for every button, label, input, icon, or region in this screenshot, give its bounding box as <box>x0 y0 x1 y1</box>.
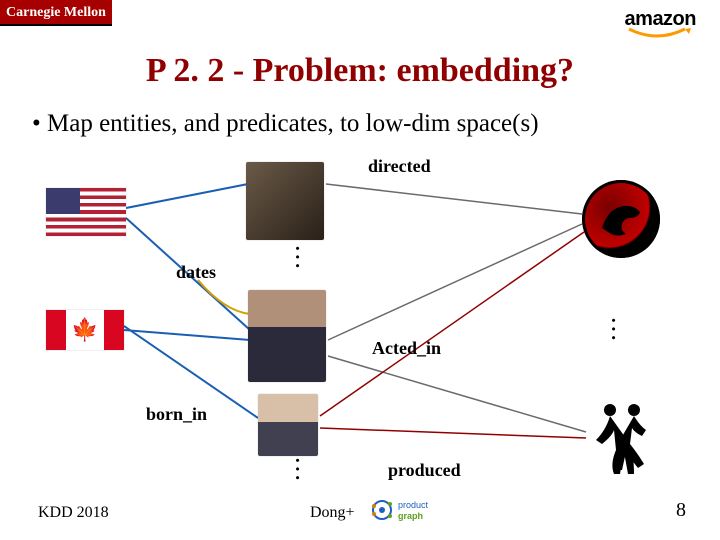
amazon-wordmark: amazon <box>625 8 696 31</box>
label-dates: dates <box>176 262 216 283</box>
entity-us-flag <box>46 188 126 236</box>
entity-movie-2 <box>586 398 656 478</box>
product-graph-icon: product graph <box>370 495 450 525</box>
svg-text:product: product <box>398 500 429 510</box>
vdots-3: ··· <box>608 316 618 342</box>
dancers-icon <box>586 398 656 478</box>
page-title: P 2. 2 - Problem: embedding? <box>0 52 720 90</box>
label-directed: directed <box>368 156 431 177</box>
entity-person-3 <box>258 394 318 456</box>
footer-citation: Dong+ <box>310 504 355 522</box>
vdots-2: ··· <box>292 456 302 482</box>
product-graph-logo: product graph <box>370 495 450 530</box>
page-number: 8 <box>676 499 686 522</box>
dinosaur-icon <box>582 180 660 258</box>
svg-text:graph: graph <box>398 511 423 521</box>
entity-movie-1 <box>582 180 660 258</box>
entity-person-2 <box>248 290 326 382</box>
entity-ca-flag: 🍁 <box>46 310 124 350</box>
slide: Carnegie Mellon amazon P 2. 2 - Problem:… <box>0 0 720 540</box>
entity-person-1 <box>246 162 324 240</box>
label-produced: produced <box>388 460 461 481</box>
vdots-1: ··· <box>292 244 302 270</box>
label-born-in: born_in <box>146 404 207 425</box>
amazon-logo: amazon <box>625 8 696 41</box>
cmu-logo: Carnegie Mellon <box>0 0 112 26</box>
footer-venue: KDD 2018 <box>38 504 109 522</box>
label-acted-in: Acted_in <box>372 338 441 359</box>
bullet-text: • Map entities, and predicates, to low-d… <box>32 110 539 138</box>
